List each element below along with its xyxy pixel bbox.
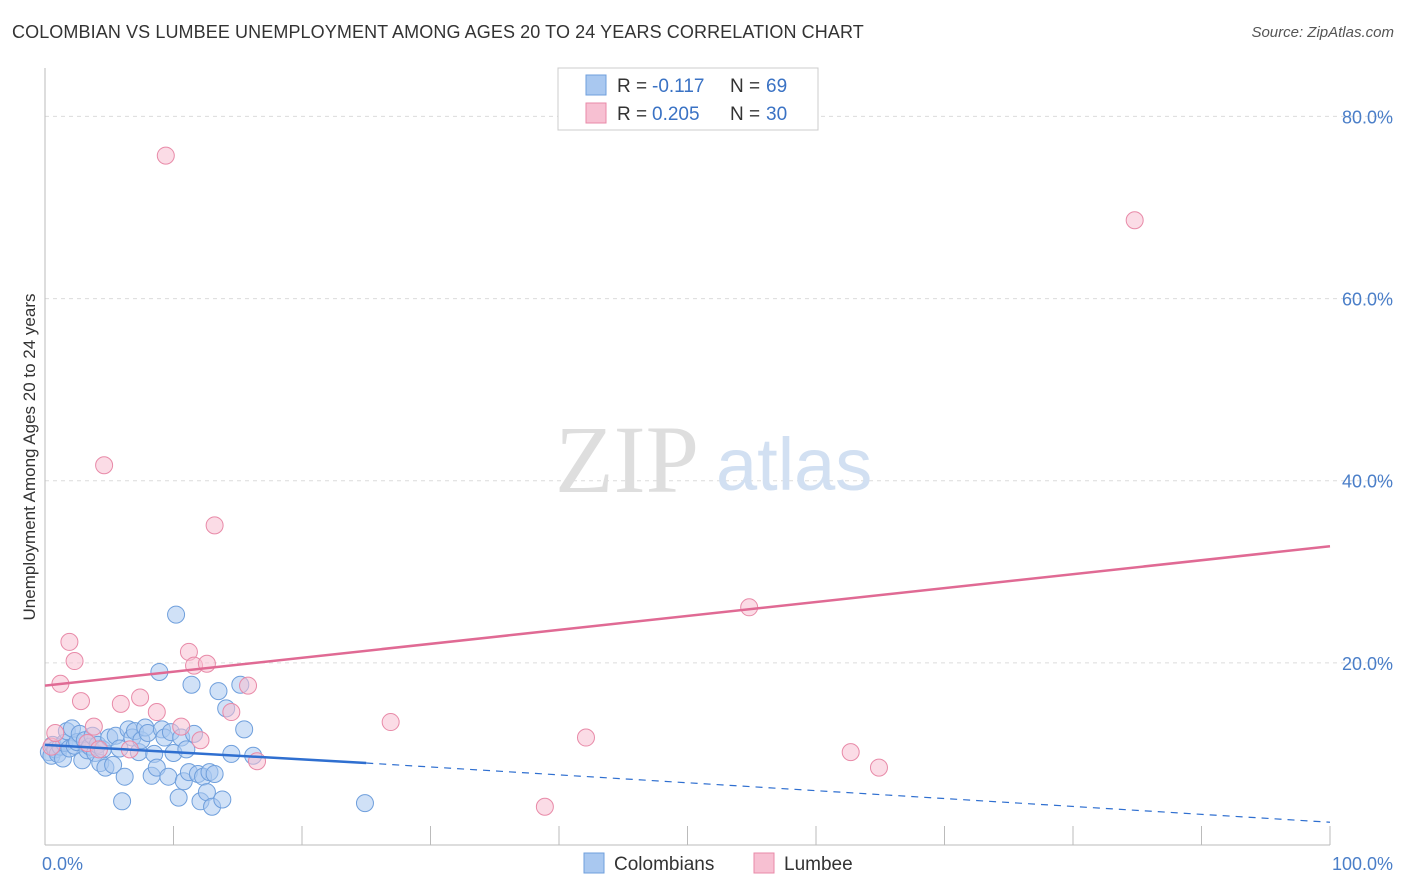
point-colombians bbox=[113, 792, 132, 811]
legend: R = -0.117 N = 69 R = 0.205 N = 30 bbox=[557, 67, 819, 131]
point-lumbee bbox=[172, 717, 191, 736]
point-lumbee bbox=[535, 797, 554, 816]
point-lumbee bbox=[111, 694, 130, 713]
point-lumbee bbox=[841, 743, 860, 762]
series-swatch-lumbee bbox=[753, 852, 775, 874]
series-legend: Colombians Lumbee bbox=[583, 852, 853, 875]
point-lumbee bbox=[381, 713, 400, 732]
point-colombians bbox=[167, 605, 186, 624]
trend-line-colombians-extrapolated bbox=[366, 762, 1331, 823]
legend-n-value-colombians: 69 bbox=[766, 76, 787, 97]
point-lumbee bbox=[205, 516, 224, 535]
point-lumbee bbox=[1125, 211, 1144, 230]
trend-line-colombians bbox=[44, 743, 367, 765]
point-colombians bbox=[213, 790, 232, 809]
y-axis-label: Unemployment Among Ages 20 to 24 years bbox=[20, 294, 39, 621]
y-tick-label: 20.0% bbox=[1342, 654, 1393, 674]
point-colombians bbox=[355, 794, 374, 813]
point-lumbee bbox=[156, 146, 175, 165]
watermark-zip: ZIP bbox=[555, 406, 699, 513]
point-lumbee bbox=[191, 731, 210, 750]
legend-r-value-lumbee: 0.205 bbox=[652, 104, 700, 125]
point-colombians bbox=[169, 788, 188, 807]
chart-source: Source: ZipAtlas.com bbox=[1251, 24, 1394, 41]
legend-r-label-lumbee: R = bbox=[617, 104, 647, 125]
point-colombians bbox=[209, 682, 228, 701]
legend-n-label-lumbee: N = bbox=[730, 104, 760, 125]
grid-lines bbox=[45, 115, 1392, 664]
tick-labels: 20.0% 40.0% 60.0% 80.0% 0.0% 100.0% bbox=[42, 107, 1393, 874]
point-lumbee bbox=[84, 717, 103, 736]
y-tick-label: 80.0% bbox=[1342, 107, 1393, 127]
point-colombians bbox=[115, 767, 134, 786]
point-lumbee bbox=[95, 456, 114, 475]
legend-r-value-colombians: -0.117 bbox=[652, 76, 704, 97]
legend-r-label-colombians: R = bbox=[617, 76, 647, 97]
series-name-colombians: Colombians bbox=[614, 854, 714, 875]
point-colombians bbox=[159, 767, 178, 786]
legend-n-label-colombians: N = bbox=[730, 76, 760, 97]
x-tick-label: 0.0% bbox=[42, 854, 83, 874]
point-lumbee bbox=[869, 758, 888, 777]
watermark: ZIP atlas bbox=[555, 406, 872, 513]
point-colombians bbox=[235, 720, 254, 739]
series-swatch-colombians bbox=[583, 852, 605, 874]
point-lumbee bbox=[576, 728, 595, 747]
legend-swatch-lumbee bbox=[585, 102, 607, 124]
series-name-lumbee: Lumbee bbox=[784, 854, 853, 875]
point-colombians bbox=[205, 764, 224, 783]
legend-swatch-colombians bbox=[585, 74, 607, 96]
point-lumbee bbox=[131, 688, 150, 707]
watermark-atlas: atlas bbox=[716, 423, 872, 506]
trend-lines bbox=[44, 545, 1331, 823]
y-tick-label: 40.0% bbox=[1342, 472, 1393, 492]
chart-title: COLOMBIAN VS LUMBEE UNEMPLOYMENT AMONG A… bbox=[12, 22, 864, 42]
point-lumbee bbox=[239, 676, 258, 695]
y-tick-label: 60.0% bbox=[1342, 290, 1393, 310]
point-lumbee bbox=[222, 703, 241, 722]
point-lumbee bbox=[71, 692, 90, 711]
point-lumbee bbox=[46, 723, 65, 742]
x-tick-label: 100.0% bbox=[1332, 854, 1393, 874]
point-colombians bbox=[104, 755, 123, 774]
point-lumbee bbox=[740, 598, 759, 617]
point-lumbee bbox=[60, 632, 79, 651]
legend-n-value-lumbee: 30 bbox=[766, 104, 787, 125]
point-colombians bbox=[182, 675, 201, 694]
point-lumbee bbox=[65, 652, 84, 671]
trend-line-lumbee bbox=[44, 545, 1331, 687]
axes bbox=[44, 68, 1331, 846]
point-lumbee bbox=[147, 703, 166, 722]
